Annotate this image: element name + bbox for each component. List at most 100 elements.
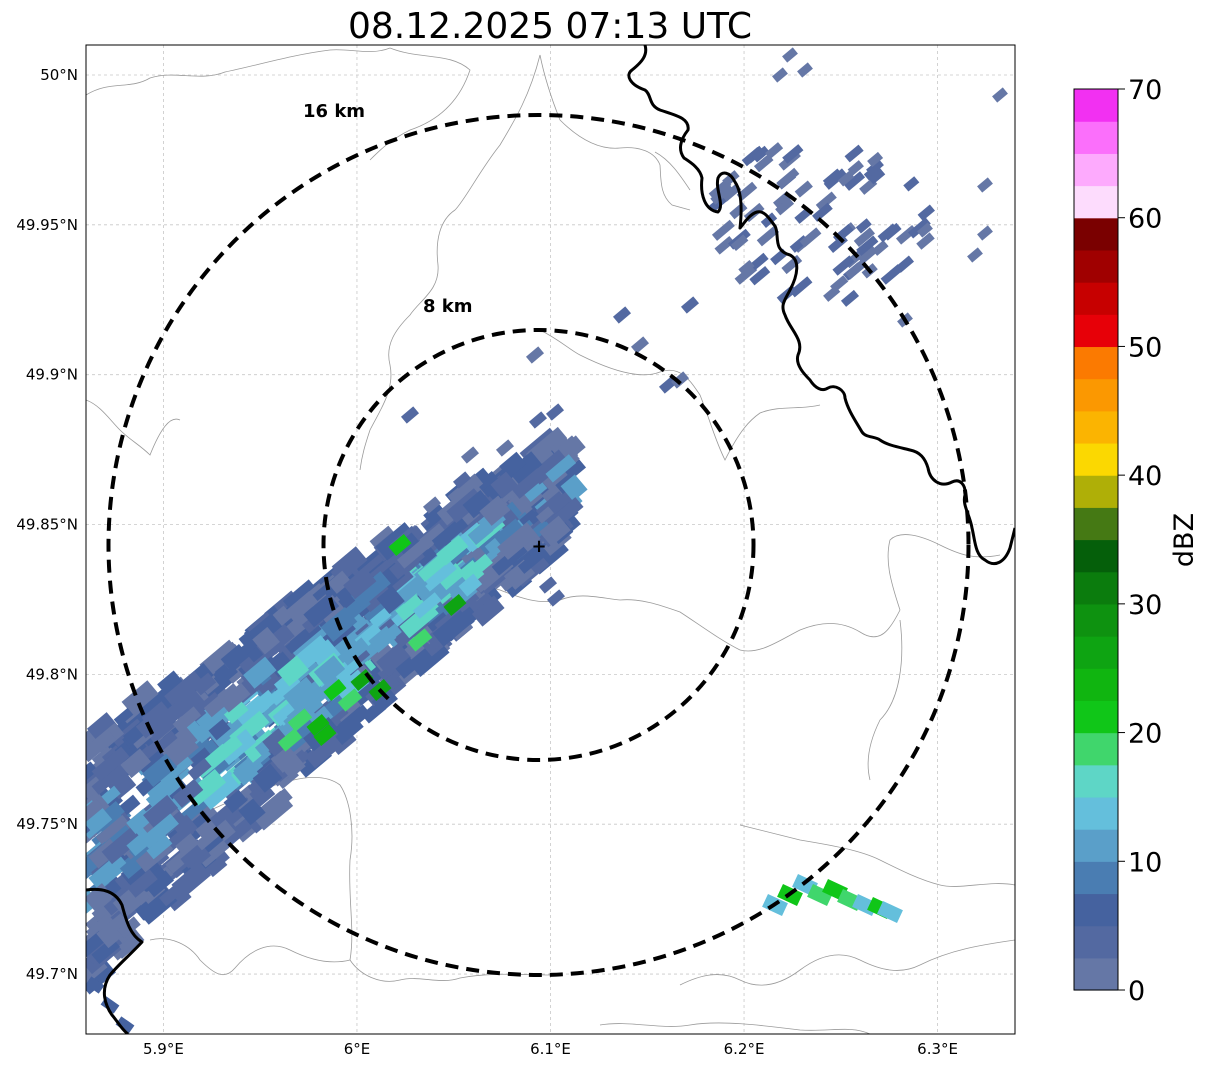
colorbar: 0 10 20 30 40 50 60 70 dBZ	[1073, 75, 1200, 1007]
echo-cell	[877, 901, 903, 923]
colorbar-swatch	[1074, 282, 1118, 315]
echo-cell	[376, 585, 405, 614]
colorbar-swatch	[1074, 507, 1118, 541]
echo-cell	[327, 570, 352, 594]
echo-cell	[285, 591, 319, 622]
echo-cell	[91, 762, 128, 795]
echo-cell	[335, 718, 364, 745]
echo-cell	[916, 232, 935, 250]
echo-cell	[172, 778, 204, 808]
colorbar-tick-label: 70	[1128, 75, 1162, 106]
echo-cell	[194, 711, 230, 744]
colorbar-swatch	[1074, 571, 1118, 605]
echo-cell	[432, 610, 472, 647]
colorbar-swatch	[1074, 153, 1118, 187]
echo-cell	[407, 628, 433, 652]
echo-cell	[121, 680, 159, 716]
echo-cell	[443, 593, 467, 617]
echo-cell	[395, 593, 425, 622]
echo-cell	[479, 495, 511, 526]
echo-cell	[880, 264, 903, 285]
lat-tick-label: 49.75°N	[16, 815, 78, 833]
echo-cell	[992, 87, 1008, 103]
echo-cell	[187, 758, 212, 781]
colorbar-swatch	[1074, 314, 1118, 348]
lon-tick-label: 6.3°E	[917, 1040, 958, 1058]
colorbar-swatch	[1074, 185, 1118, 219]
admin-line	[86, 399, 181, 456]
echo-cell	[252, 763, 283, 793]
lon-tick-label: 6°E	[344, 1040, 371, 1058]
echo-cell	[309, 639, 341, 670]
echo-cell	[466, 553, 493, 579]
echo-cell	[217, 819, 253, 851]
echo-cell	[422, 496, 442, 514]
echo-cell	[476, 470, 504, 498]
echo-cell	[867, 151, 884, 168]
echo-cell	[252, 689, 278, 714]
echo-cell	[458, 573, 483, 597]
echo-cell	[711, 219, 735, 241]
echo-cell	[262, 728, 291, 757]
echo-cell	[91, 746, 130, 782]
echo-cell	[471, 595, 505, 627]
echo-cell	[323, 678, 347, 702]
echo-cell	[815, 191, 837, 212]
echo-cell	[877, 223, 899, 243]
echo-cell	[545, 454, 577, 483]
latitude-tick-labels: 50°N 49.95°N 49.9°N 49.85°N 49.8°N 49.75°N 49.…	[16, 66, 78, 983]
colorbar-swatch	[1074, 636, 1118, 669]
echo-cell	[277, 655, 310, 687]
echo-cell	[430, 516, 469, 551]
echo-cell	[751, 145, 770, 163]
echo-cell	[497, 522, 538, 560]
colorbar-swatch	[1074, 732, 1118, 766]
echo-cell	[251, 790, 294, 831]
echo-cell	[917, 222, 933, 238]
echo-cell	[977, 225, 993, 241]
echo-cell	[772, 67, 788, 83]
echo-cell	[452, 471, 472, 489]
echo-cell	[853, 227, 876, 248]
echo-cell	[223, 700, 249, 724]
echo-cell	[161, 729, 196, 761]
echo-cell	[159, 703, 184, 727]
echo-cell	[491, 542, 528, 576]
lon-tick-label: 6.2°E	[724, 1040, 765, 1058]
ring-label-16km: 16 km	[303, 101, 365, 122]
echo-cell	[832, 255, 855, 276]
colorbar-swatch	[1074, 603, 1118, 637]
echo-cell	[88, 853, 129, 891]
echo-cell	[277, 751, 306, 779]
echo-cell	[422, 559, 457, 592]
echo-cell	[736, 181, 758, 201]
ring-8km	[321, 328, 756, 762]
echo-cell	[165, 846, 195, 874]
colorbar-tick-label: 10	[1128, 847, 1162, 878]
echo-cell	[86, 761, 99, 787]
echo-cell	[313, 723, 337, 747]
longitude-tick-labels: 5.9°E 6°E 6.1°E 6.2°E 6.3°E	[143, 1040, 958, 1058]
echo-cell	[204, 854, 228, 878]
echo-cell	[272, 702, 299, 728]
echo-cell	[797, 62, 813, 78]
echo-cell	[86, 798, 104, 830]
echo-cell	[282, 579, 320, 614]
echo-cell	[146, 834, 173, 860]
echo-cell	[799, 227, 822, 248]
echo-cell	[396, 534, 435, 569]
echo-cell	[220, 643, 250, 672]
colorbar-tick-label: 60	[1128, 204, 1162, 235]
echo-cell	[844, 144, 864, 163]
map-panel[interactable]: 16 km 8 km +	[54, 44, 1016, 1035]
colorbar-tick-label: 50	[1128, 332, 1162, 363]
map-title: 08.12.2025 07:13 UTC	[348, 6, 752, 47]
echo-cell	[415, 545, 439, 568]
echo-cell	[252, 626, 280, 655]
echo-cell	[243, 656, 277, 689]
lat-tick-label: 49.8°N	[26, 665, 78, 683]
echo-cell	[710, 183, 734, 205]
echo-cell	[546, 589, 566, 607]
echo-cell	[812, 202, 833, 222]
echo-cell	[560, 474, 588, 502]
